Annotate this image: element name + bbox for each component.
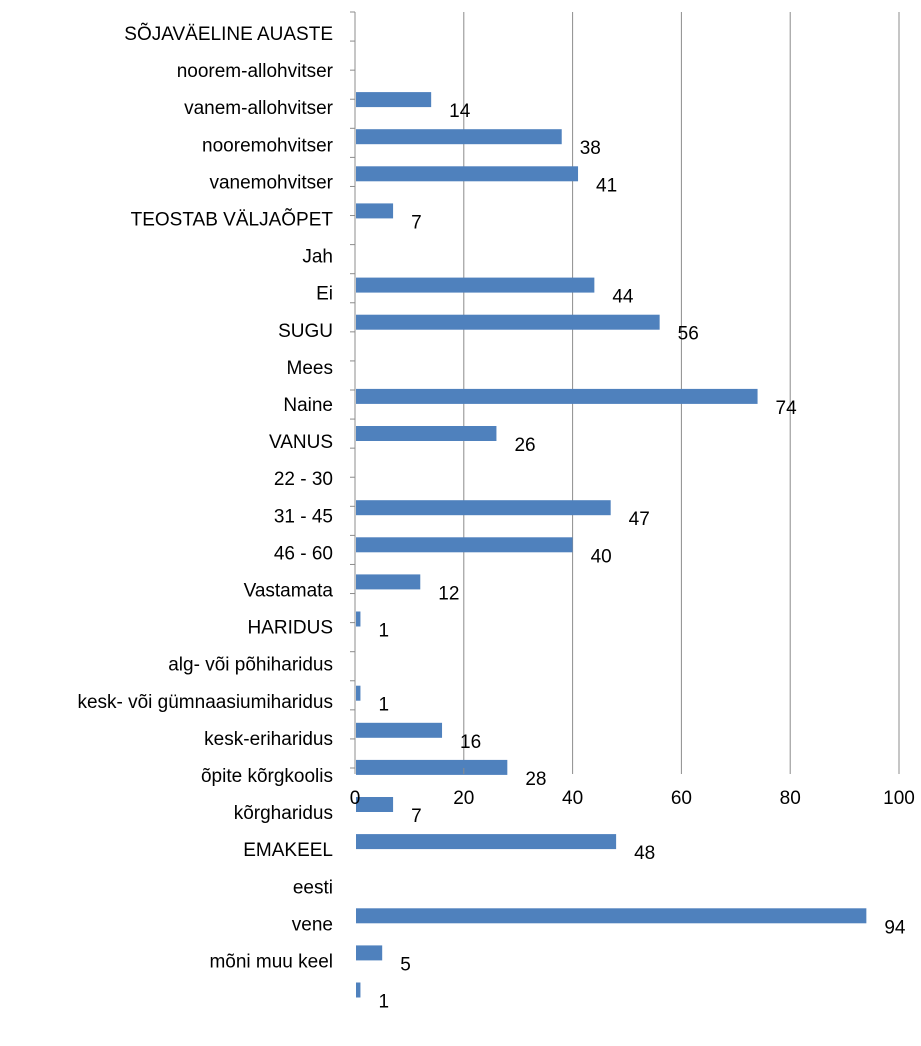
bar xyxy=(356,314,660,330)
bar xyxy=(356,908,867,924)
category-label: SUGU xyxy=(278,321,333,342)
data-label: 94 xyxy=(884,917,906,938)
bar xyxy=(356,834,617,850)
data-label: 38 xyxy=(580,138,601,159)
bar xyxy=(356,722,443,738)
x-tick-label: 0 xyxy=(350,788,361,809)
x-tick-label: 80 xyxy=(780,788,801,809)
category-label: Vastamata xyxy=(244,581,334,602)
data-label: 28 xyxy=(525,769,546,790)
category-label: kõrgharidus xyxy=(234,803,333,824)
bar xyxy=(356,129,562,145)
category-label: alg- või põhiharidus xyxy=(168,655,333,676)
bar xyxy=(356,759,508,775)
category-label: nooremohvitser xyxy=(202,135,334,156)
bar xyxy=(356,537,573,553)
bar xyxy=(356,203,394,219)
bar xyxy=(356,277,595,293)
category-label: vanemohvitser xyxy=(209,172,333,193)
data-label: 40 xyxy=(591,546,612,567)
bar xyxy=(356,166,579,182)
bar xyxy=(356,611,361,627)
data-label: 7 xyxy=(411,806,422,827)
data-label: 48 xyxy=(634,843,655,864)
data-label: 74 xyxy=(776,398,798,419)
data-label: 5 xyxy=(400,954,411,975)
bar xyxy=(356,574,421,590)
bar xyxy=(356,388,758,404)
category-label: 22 - 30 xyxy=(274,469,333,490)
data-label: 47 xyxy=(629,509,650,530)
x-tick-label: 20 xyxy=(453,788,474,809)
category-label: 46 - 60 xyxy=(274,543,333,564)
bar xyxy=(356,426,497,441)
category-label: SÕJAVÄELINE AUASTE xyxy=(124,23,333,45)
category-label: vanem-allohvitser xyxy=(184,98,334,119)
data-label: 16 xyxy=(460,732,481,753)
category-label: Mees xyxy=(287,358,333,379)
category-label: õpite kõrgkoolis xyxy=(201,766,333,787)
bar xyxy=(356,500,611,516)
category-label: eesti xyxy=(293,877,333,898)
category-label: vene xyxy=(292,914,333,935)
x-tick-label: 100 xyxy=(883,788,915,809)
data-label: 1 xyxy=(378,992,389,1013)
category-label: EMAKEEL xyxy=(243,840,333,861)
category-label: TEOSTAB VÄLJAÕPET xyxy=(131,209,334,231)
data-label: 7 xyxy=(411,212,422,233)
data-label: 44 xyxy=(612,287,634,308)
data-label: 12 xyxy=(438,583,459,604)
data-label: 41 xyxy=(596,175,617,196)
category-label: noorem-allohvitser xyxy=(177,61,334,82)
data-label: 56 xyxy=(678,324,699,345)
bar xyxy=(356,685,361,701)
category-label: VANUS xyxy=(269,432,333,453)
data-label: 14 xyxy=(449,101,471,122)
bar xyxy=(356,982,361,998)
category-label: kesk- või gümnaasiumiharidus xyxy=(77,692,333,713)
data-label: 26 xyxy=(514,435,535,456)
category-label: Ei xyxy=(316,284,333,305)
data-label: 1 xyxy=(378,621,389,642)
bar xyxy=(356,945,383,961)
x-tick-label: 40 xyxy=(562,788,583,809)
data-label: 1 xyxy=(378,695,389,716)
bar xyxy=(356,797,394,812)
x-tick-label: 60 xyxy=(671,788,692,809)
category-label: kesk-eriharidus xyxy=(204,729,333,750)
category-label: 31 - 45 xyxy=(274,506,333,527)
category-label: Jah xyxy=(302,247,333,268)
category-label: Naine xyxy=(283,395,333,416)
category-label: HARIDUS xyxy=(247,618,333,639)
bar xyxy=(356,92,432,108)
category-label: mõni muu keel xyxy=(209,952,333,973)
